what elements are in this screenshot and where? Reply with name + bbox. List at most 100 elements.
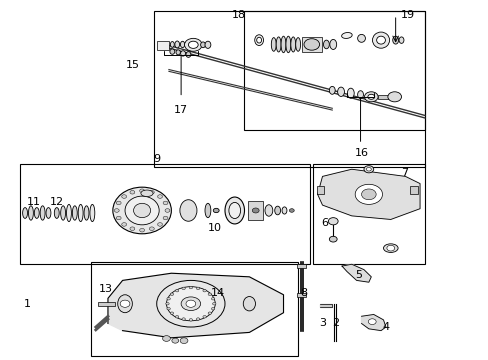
Ellipse shape xyxy=(116,216,121,220)
Ellipse shape xyxy=(208,293,211,296)
Ellipse shape xyxy=(28,206,33,220)
Circle shape xyxy=(120,300,130,307)
Ellipse shape xyxy=(281,36,285,53)
Circle shape xyxy=(363,166,373,173)
Circle shape xyxy=(289,209,294,212)
Circle shape xyxy=(213,208,219,213)
Ellipse shape xyxy=(114,209,119,212)
Text: 4: 4 xyxy=(382,322,388,332)
Circle shape xyxy=(386,245,394,251)
Text: 12: 12 xyxy=(50,197,64,207)
Text: 18: 18 xyxy=(231,10,245,20)
Ellipse shape xyxy=(185,300,195,307)
Ellipse shape xyxy=(323,40,329,49)
Ellipse shape xyxy=(122,222,126,226)
Ellipse shape xyxy=(54,208,59,219)
Ellipse shape xyxy=(243,297,255,311)
Ellipse shape xyxy=(130,190,135,194)
Text: 10: 10 xyxy=(208,224,222,233)
Text: 17: 17 xyxy=(174,105,188,115)
Ellipse shape xyxy=(163,201,167,205)
Ellipse shape xyxy=(346,88,353,98)
Ellipse shape xyxy=(180,41,184,48)
Bar xyxy=(157,41,168,50)
Ellipse shape xyxy=(164,209,169,212)
Polygon shape xyxy=(341,264,370,282)
Circle shape xyxy=(329,236,336,242)
Text: 14: 14 xyxy=(210,288,224,298)
Circle shape xyxy=(367,319,375,324)
Ellipse shape xyxy=(141,190,153,197)
Ellipse shape xyxy=(203,289,206,292)
Ellipse shape xyxy=(163,216,167,220)
Circle shape xyxy=(354,184,382,204)
Ellipse shape xyxy=(204,41,210,48)
Ellipse shape xyxy=(78,204,83,222)
Ellipse shape xyxy=(113,187,171,234)
Ellipse shape xyxy=(329,86,334,94)
Ellipse shape xyxy=(196,318,200,320)
Ellipse shape xyxy=(133,203,150,218)
Ellipse shape xyxy=(256,37,261,43)
Ellipse shape xyxy=(254,35,263,45)
Text: 1: 1 xyxy=(24,299,31,309)
Bar xyxy=(248,201,263,220)
Ellipse shape xyxy=(170,312,173,315)
Ellipse shape xyxy=(357,91,363,99)
Text: 5: 5 xyxy=(355,270,362,280)
Circle shape xyxy=(252,208,259,213)
Ellipse shape xyxy=(157,222,162,226)
Bar xyxy=(297,293,305,297)
Ellipse shape xyxy=(228,202,240,219)
Ellipse shape xyxy=(116,201,121,205)
Ellipse shape xyxy=(72,206,77,220)
Text: 15: 15 xyxy=(125,60,140,70)
Ellipse shape xyxy=(185,51,190,57)
Ellipse shape xyxy=(290,37,295,52)
Bar xyxy=(409,186,417,194)
Bar xyxy=(98,302,115,306)
Ellipse shape xyxy=(84,206,89,220)
Ellipse shape xyxy=(122,195,126,198)
Ellipse shape xyxy=(224,197,244,224)
Ellipse shape xyxy=(180,200,197,221)
Text: 2: 2 xyxy=(332,319,339,328)
Ellipse shape xyxy=(175,289,179,292)
Ellipse shape xyxy=(295,38,300,51)
Ellipse shape xyxy=(169,49,174,54)
Ellipse shape xyxy=(118,295,132,313)
Ellipse shape xyxy=(90,204,95,222)
Ellipse shape xyxy=(392,36,398,44)
Bar xyxy=(302,37,321,51)
Bar xyxy=(316,186,324,194)
Ellipse shape xyxy=(196,287,200,290)
Ellipse shape xyxy=(140,189,144,193)
Ellipse shape xyxy=(181,297,200,311)
Circle shape xyxy=(328,218,337,225)
Text: 13: 13 xyxy=(98,284,112,294)
Ellipse shape xyxy=(274,206,280,215)
Ellipse shape xyxy=(212,302,216,305)
Ellipse shape xyxy=(185,42,188,47)
Ellipse shape xyxy=(182,318,185,320)
Ellipse shape xyxy=(204,203,210,218)
Ellipse shape xyxy=(170,293,173,296)
Ellipse shape xyxy=(157,280,224,327)
Ellipse shape xyxy=(203,315,206,318)
Ellipse shape xyxy=(211,297,214,300)
Ellipse shape xyxy=(166,287,215,321)
Ellipse shape xyxy=(264,205,272,216)
Circle shape xyxy=(184,39,202,51)
Text: 8: 8 xyxy=(300,288,307,298)
Ellipse shape xyxy=(66,204,71,222)
Ellipse shape xyxy=(271,38,276,51)
Ellipse shape xyxy=(170,41,174,47)
Ellipse shape xyxy=(166,307,170,310)
Circle shape xyxy=(162,336,170,341)
Circle shape xyxy=(364,92,377,102)
Ellipse shape xyxy=(46,208,51,219)
Ellipse shape xyxy=(376,36,385,44)
Ellipse shape xyxy=(165,302,169,305)
Bar xyxy=(377,95,391,99)
Ellipse shape xyxy=(22,208,27,219)
